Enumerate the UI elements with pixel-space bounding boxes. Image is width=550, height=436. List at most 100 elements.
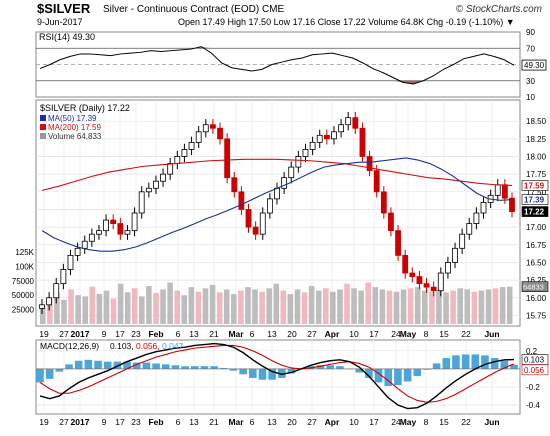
volume-legend-swatch [40,133,46,139]
macd-histogram-bar [258,368,267,380]
macd-line [39,342,515,410]
macd-histogram-bar [45,368,54,379]
macd-x-label: 13 [267,417,277,427]
price-tick-label: 17.50 [526,188,547,197]
macd-histogram-bar [94,360,102,369]
candle-body [131,212,138,232]
volume-bar [436,289,442,324]
volume-bar [96,294,103,324]
macd-histogram-bar [152,363,160,369]
volume-legend: Volume 64,833 [48,132,102,141]
macd-frame [35,339,521,415]
volume-bar [153,292,159,324]
macd-histogram-bar [220,367,228,369]
volume-bar [160,289,166,324]
macd-histogram-bar [123,361,131,369]
chart-title: $SILVER [37,1,91,16]
volume-bar [485,289,492,324]
macd-histogram-bar [200,366,209,369]
price-x-label: 2017 [71,329,90,339]
candle-body [117,223,124,235]
volume-bar [259,291,265,324]
candle-body [81,240,88,249]
macd-histogram-bar [132,362,141,369]
chart-subtitle: Silver - Continuous Contract (EOD) CME [103,4,285,15]
volume-bar [372,287,379,324]
volume-bar [499,287,506,324]
macd-histogram-bar [36,368,44,383]
candle-body [145,187,152,193]
macd-histogram-bar [442,358,451,369]
macd-histogram-bar [403,368,412,382]
macd-histogram-bar [336,366,344,369]
price-x-label: 22 [461,329,471,339]
volume-bar [322,288,329,324]
ma50-line [41,157,513,252]
candle-body [39,304,45,309]
macd-histogram-bar [65,364,73,369]
macd-legend-value: 0.103, [110,341,134,351]
volume-bar [75,295,81,324]
volume-bar [131,288,138,324]
macd-histogram-bar [500,360,509,369]
candle-body [274,187,280,200]
macd-histogram-bar [229,368,238,371]
candle-body [416,276,423,285]
volume-bar [471,291,478,324]
ma50-legend: MA(50) 17.39 [48,114,97,123]
candle-body [60,269,67,285]
quote-summary: Open 17.49 High 17.50 Low 17.16 Close 17… [178,17,515,27]
volume-bar [167,282,173,324]
candle-body [388,212,394,232]
volume-bar [216,292,223,324]
price-tick-label: 18.50 [526,117,547,126]
price-legend-title: $SILVER (Daily) 17.22 [40,103,130,113]
price-panel: 18.5018.2518.0017.7517.5017.2517.0016.75… [12,99,549,339]
volume-bar [301,292,308,324]
candle-body [295,156,302,168]
volume-bar [181,295,188,324]
volume-bar [266,288,272,324]
volume-tick-label: 25000 [12,306,35,315]
macd-histogram-bar [249,368,257,378]
macd-histogram-bar [326,365,334,369]
candle-body [110,219,117,224]
volume-bar [294,289,301,324]
macd-x-label: 17 [369,417,379,427]
macd-histogram-bar [510,364,518,369]
volume-bar [82,296,89,324]
candle-body [96,230,102,235]
macd-x-label: May [400,417,417,427]
volume-bar [245,287,251,324]
macd-histogram-bar [384,368,393,387]
candle-body [281,177,288,189]
macd-x-label: Jun [484,417,499,427]
macd-x-label: Feb [148,417,163,427]
candle-body [288,166,295,179]
volume-bar [414,287,421,324]
price-x-label: 17 [369,329,379,339]
volume-bar [195,291,202,324]
candle-body [181,149,188,157]
volume-bar [273,283,280,324]
price-tick-label: 15.75 [526,311,547,320]
macd-histogram-bar [432,363,441,369]
macd-x-label: 15 [439,417,449,427]
volume-bar [231,294,237,324]
macd-histogram-bar [316,365,325,369]
volume-bar [103,290,110,324]
macd-histogram-bar [142,362,151,369]
macd-signal-line [39,344,515,403]
price-x-label: 19 [39,329,49,339]
volume-bar [110,298,117,324]
macd-legend-hist: 0.047 [162,341,184,351]
volume-bar [351,288,357,324]
volume-bar [47,298,53,324]
volume-bar [252,289,258,324]
macd-tick-label: 0.2 [526,347,538,356]
macd-x-label: 19 [39,417,49,427]
price-tick-label: 16.25 [526,276,547,285]
macd-histogram-bar [481,355,489,369]
